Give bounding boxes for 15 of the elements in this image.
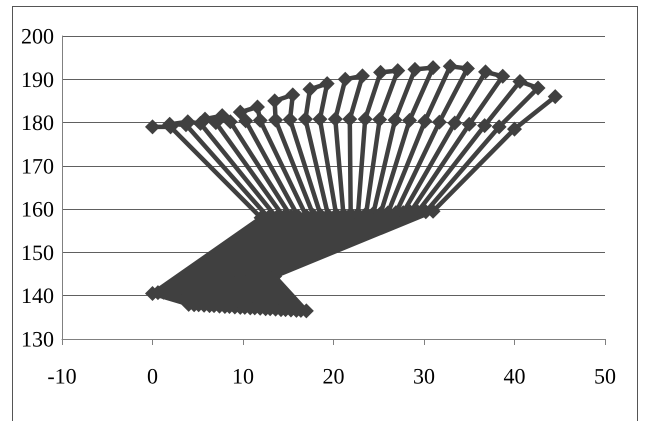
x-tick-label: 30 [413, 364, 435, 388]
y-tick-label: 180 [21, 110, 54, 136]
x-tick-label: -10 [47, 364, 77, 388]
x-tick-label: 40 [504, 364, 526, 388]
y-tick-label: 130 [21, 326, 54, 352]
y-tick-label: 200 [21, 24, 54, 48]
y-tick-label: 140 [21, 283, 54, 308]
x-tick-label: 50 [594, 364, 616, 388]
y-tick-label: 160 [21, 196, 54, 222]
x-tick-label: 10 [232, 364, 254, 388]
y-tick-label: 170 [21, 153, 54, 178]
x-tick-label: 0 [147, 364, 158, 388]
y-tick-label: 150 [21, 240, 54, 265]
y-tick-label: 190 [21, 66, 54, 92]
x-tick-label: 20 [322, 364, 344, 388]
